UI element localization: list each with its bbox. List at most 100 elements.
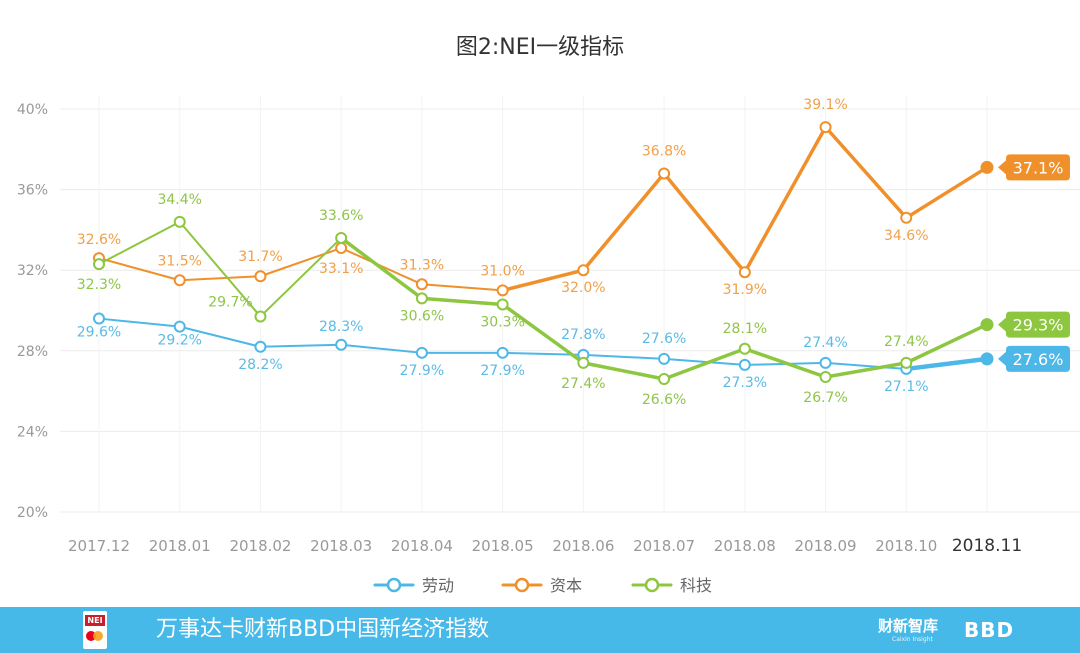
series-labor-point	[819, 356, 832, 369]
series-labor-point	[335, 338, 348, 351]
series-capital-line-segment	[420, 283, 504, 292]
series-labor-data-label: 27.4%	[803, 335, 847, 351]
series-capital-callout-label: 37.1%	[1013, 158, 1064, 177]
series-capital-point	[335, 242, 348, 255]
x-tick-label: 2018.01	[149, 537, 211, 555]
x-tick-label: 2018.07	[633, 537, 695, 555]
series-capital-data-label: 36.8%	[642, 143, 686, 159]
series-labor-callout-badge	[998, 345, 1070, 372]
series-tech-line-segment	[904, 322, 989, 365]
x-tick-label: 2017.12	[68, 537, 130, 555]
series-labor-point	[93, 312, 105, 325]
series-labor-data-label: 27.9%	[480, 363, 524, 379]
mastercard-yellow-circle-icon	[93, 631, 103, 641]
series-capital-line-segment	[581, 171, 666, 272]
series-capital-data-label: 32.6%	[77, 232, 121, 248]
series-capital-data-label: 31.0%	[480, 263, 524, 279]
x-tick-label: 2018.02	[229, 537, 291, 555]
series-labor-line-segment	[582, 353, 666, 360]
y-tick-label: 24%	[17, 424, 48, 440]
nei-logo-text: NEI	[85, 615, 105, 626]
series-labor-point	[658, 352, 671, 365]
series-tech-data-label: 30.6%	[400, 308, 444, 324]
series-tech-data-label: 33.6%	[319, 208, 363, 224]
x-tick-label: 2018.10	[875, 537, 937, 555]
x-tick-label: 2018.08	[714, 537, 776, 555]
y-tick-label: 40%	[17, 102, 48, 118]
series-tech-point	[173, 215, 186, 228]
series-labor-callout-label: 27.6%	[1013, 350, 1064, 369]
series-capital-callout-badge	[998, 154, 1070, 181]
series-capital-data-label: 31.5%	[157, 253, 201, 269]
series-tech-data-label: 27.4%	[884, 334, 928, 350]
series-capital-point	[415, 278, 428, 291]
series-labor-line-segment	[824, 361, 908, 370]
chart-title: 图2:NEI一级指标	[456, 35, 624, 60]
series-labor-point	[173, 320, 186, 333]
series-labor-data-label: 27.3%	[723, 375, 767, 391]
series-tech-point	[415, 292, 428, 305]
series-capital-line-segment	[178, 275, 262, 282]
series-labor-data-label: 29.2%	[157, 333, 201, 349]
series-tech-point	[254, 310, 267, 323]
series-labor-line-segment	[259, 343, 343, 348]
series-tech-point	[738, 342, 751, 355]
series-tech-data-label: 34.4%	[157, 192, 201, 208]
series-tech-data-label: 32.3%	[77, 277, 121, 293]
series-tech-data-label: 28.1%	[723, 321, 767, 337]
series-labor-line-segment	[340, 343, 423, 354]
x-tick-label: 2018.11	[952, 536, 1022, 556]
series-capital-point	[254, 270, 267, 283]
series-capital-point	[577, 264, 590, 277]
series-tech-line-segment	[500, 302, 586, 365]
legend-tech-marker-icon	[644, 577, 660, 593]
series-capital-line-segment	[500, 268, 586, 293]
series-labor-line-segment	[663, 357, 746, 366]
series-tech-line-segment	[178, 220, 262, 318]
x-tick-label: 2018.06	[552, 537, 614, 555]
series-labor-line-segment	[98, 317, 181, 328]
y-tick-label: 28%	[17, 344, 48, 360]
series-labor-point	[980, 352, 994, 366]
series-labor-data-label: 28.3%	[319, 319, 363, 335]
series-tech-point	[335, 231, 348, 244]
series-capital-data-label: 31.3%	[400, 257, 444, 273]
legend-labor-label: 劳动	[422, 576, 454, 595]
series-capital-point	[173, 274, 186, 287]
series-labor-data-label: 29.6%	[77, 325, 121, 341]
series-labor-data-label: 28.2%	[238, 357, 282, 373]
x-tick-label: 2018.05	[472, 537, 534, 555]
series-labor-point	[254, 340, 267, 353]
series-tech-callout-label: 29.3%	[1013, 316, 1064, 335]
series-tech-point	[496, 298, 509, 311]
series-capital-point	[738, 266, 751, 279]
bbd-logo: BBD	[964, 618, 1015, 642]
series-labor-data-label: 27.8%	[561, 327, 605, 343]
series-capital-line-segment	[662, 171, 747, 274]
series-capital-line-segment	[823, 125, 909, 220]
series-tech-data-label: 26.6%	[642, 392, 686, 408]
y-tick-label: 20%	[17, 505, 48, 521]
footer-title: 万事达卡财新BBD中国新经济指数	[156, 617, 490, 642]
series-tech-line-segment	[339, 236, 424, 301]
series-capital-point	[496, 284, 509, 297]
series-labor-point	[415, 346, 428, 359]
series-tech-data-label: 29.7%	[208, 295, 252, 311]
series-tech-data-label: 27.4%	[561, 376, 605, 392]
series-capital-line-segment	[743, 125, 828, 274]
series-tech-line-segment	[581, 361, 666, 381]
series-capital-data-label: 32.0%	[561, 280, 605, 296]
x-tick-label: 2018.04	[391, 537, 453, 555]
series-capital-data-label: 39.1%	[803, 97, 847, 113]
series-capital-data-label: 33.1%	[319, 261, 363, 277]
series-tech-line-segment	[662, 347, 747, 381]
series-tech-point	[980, 318, 994, 332]
series-capital-point	[980, 160, 994, 174]
x-tick-label: 2018.09	[795, 537, 857, 555]
series-tech-point	[900, 356, 913, 369]
series-capital-line-segment	[259, 247, 343, 278]
series-capital-point	[900, 211, 913, 224]
series-tech-line-segment	[743, 347, 828, 379]
legend-labor-marker-icon	[386, 577, 402, 593]
series-capital-data-label: 31.9%	[723, 282, 767, 298]
